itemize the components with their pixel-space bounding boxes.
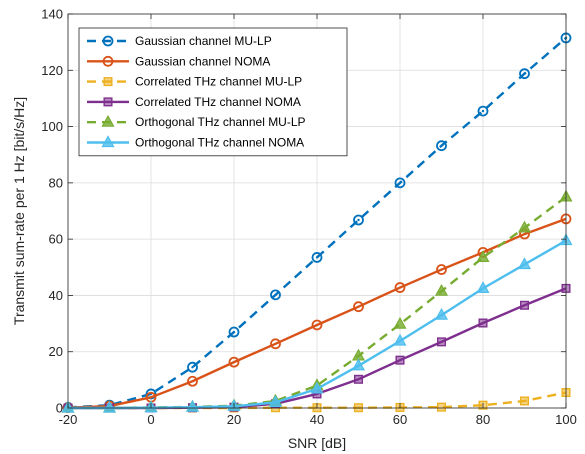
legend-marker-3 (103, 77, 113, 87)
y-tick-label: 100 (41, 119, 63, 134)
legend-label-4: Correlated THz channel NOMA (135, 95, 301, 109)
series-5-point (517, 220, 532, 233)
x-tick-label: 60 (393, 412, 407, 427)
series-1-point-center (357, 218, 360, 222)
series-2-point (228, 356, 240, 368)
series-5-point (393, 316, 407, 329)
series-2-point (353, 301, 364, 313)
series-1-point (353, 214, 364, 226)
series-1-point-center (523, 72, 526, 75)
legend-marker-1-center (106, 39, 110, 43)
series-1-point (187, 361, 198, 373)
series-6-point (351, 358, 366, 371)
legend-label-5: Orthogonal THz channel MU-LP (135, 115, 306, 129)
legend-label-3: Correlated THz channel MU-LP (135, 75, 302, 89)
legend-marker-1 (102, 35, 114, 47)
series-1-point-center (232, 330, 236, 334)
series-1-point-center (481, 109, 485, 113)
series-6-point (434, 307, 449, 320)
x-tick-label: -20 (59, 412, 78, 427)
series-5-point (434, 283, 449, 296)
series-3-point (520, 396, 530, 406)
y-tick-label: 80 (49, 175, 63, 190)
series-1-point (477, 105, 489, 117)
y-tick-label: 40 (49, 288, 63, 303)
legend-label-2: Gaussian channel NOMA (135, 54, 270, 68)
series-2-point (187, 375, 198, 387)
y-tick-label: 0 (56, 401, 63, 416)
x-tick-label: 40 (310, 412, 324, 427)
y-tick-label: 140 (41, 7, 63, 22)
series-1-point-center (398, 181, 402, 185)
x-tick-label: 100 (555, 412, 577, 427)
legend-marker-5 (101, 114, 115, 127)
series-1-point-center (274, 293, 277, 297)
legend: Gaussian channel MU-LP Gaussian channel N… (78, 27, 348, 157)
y-tick-label: 120 (41, 63, 63, 78)
series-1-point (394, 177, 406, 189)
series-1-point-center (191, 365, 194, 369)
series-1-point-center (440, 144, 443, 147)
legend-box (78, 27, 348, 157)
series-1-point (436, 140, 447, 152)
legend-marker-2 (102, 55, 114, 67)
series-6-point (310, 381, 324, 394)
legend-label-6: Orthogonal THz channel NOMA (135, 136, 304, 150)
series-1-point (270, 289, 281, 301)
series-6-point (102, 400, 117, 413)
x-axis-label: SNR [dB] (288, 435, 346, 451)
series-4-point (520, 300, 530, 310)
series-1-point-center (315, 256, 319, 259)
series-4-point (395, 355, 405, 365)
series-5-point (476, 250, 490, 263)
y-axis-label: Transmit sum-rate per 1 Hz [bit/s/Hz] (11, 97, 27, 325)
series-1-point (519, 68, 530, 80)
series-1-point (228, 326, 240, 338)
series-4-point (478, 318, 488, 328)
series-2-point (311, 319, 323, 331)
x-tick-label: 80 (476, 412, 490, 427)
y-tick-label: 20 (49, 344, 63, 359)
series-6-point (517, 257, 532, 270)
series-6-point (185, 399, 200, 412)
legend-marker-6 (101, 135, 115, 148)
x-tick-label: 20 (227, 412, 241, 427)
legend-marker-4 (103, 97, 113, 107)
series-6-point (268, 395, 283, 407)
series-6-point (393, 333, 407, 346)
series-1-point (311, 252, 323, 263)
series-3-point (437, 402, 447, 412)
series-2-point (436, 264, 447, 275)
series-6-point (476, 281, 490, 293)
series-2-point (270, 338, 281, 350)
x-tick-label: 0 (147, 412, 154, 427)
y-tick-label: 60 (49, 232, 63, 247)
legend-label-1: Gaussian channel MU-LP (135, 34, 272, 48)
series-4-point (437, 337, 447, 347)
series-4-point (354, 374, 364, 384)
series-2-point (394, 282, 406, 293)
